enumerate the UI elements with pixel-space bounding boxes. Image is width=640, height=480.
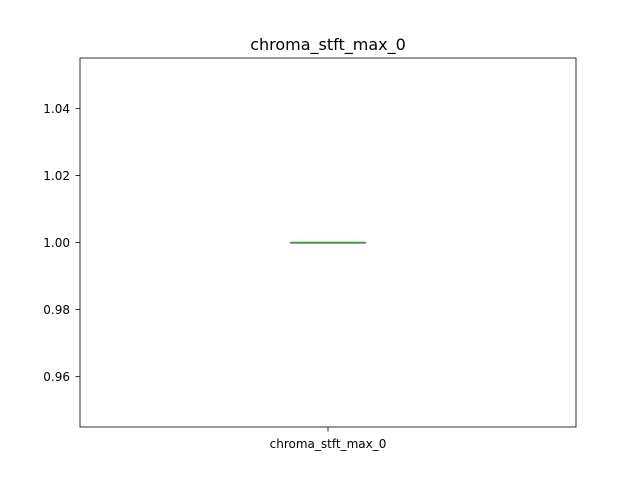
y-tick-label: 0.98 [43, 303, 70, 317]
y-tick-label: 1.04 [43, 102, 70, 116]
y-axis: 0.96 0.98 1.00 1.02 1.04 [43, 102, 80, 384]
y-tick-label: 1.00 [43, 236, 70, 250]
chart-title: chroma_stft_max_0 [250, 35, 406, 55]
x-tick-label: chroma_stft_max_0 [270, 437, 387, 451]
x-axis: chroma_stft_max_0 [270, 427, 387, 451]
box-plot [290, 241, 366, 244]
y-tick-label: 0.96 [43, 370, 70, 384]
y-tick-label: 1.02 [43, 169, 70, 183]
plot-area-frame [79, 57, 577, 428]
